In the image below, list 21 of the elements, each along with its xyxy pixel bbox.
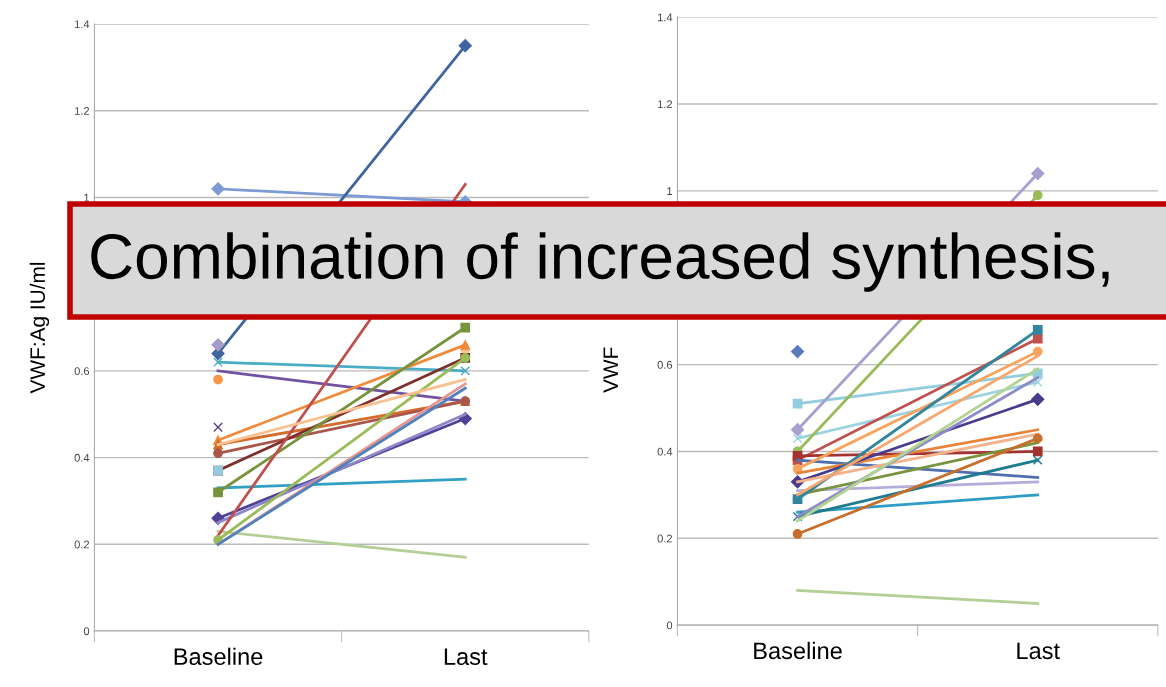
y-tick-label: 1.2	[74, 107, 90, 115]
y-tick-label: 0.2	[657, 534, 673, 543]
y-tick-label: 1.4	[657, 13, 673, 22]
y-axis-title: VWF	[603, 347, 618, 393]
y-tick-label: 0	[666, 621, 673, 630]
y-tick-label: 1	[84, 193, 90, 202]
x-tick-label: Last	[1017, 642, 1060, 660]
x-tick-label: Baseline	[754, 641, 842, 660]
y-tick-label: 1.2	[657, 100, 673, 109]
x-tick-label: Baseline	[174, 647, 263, 666]
y-tick-label: 0.4	[74, 453, 90, 462]
y-tick-label: 0.2	[74, 540, 90, 549]
y-tick-label: 1.4	[74, 20, 90, 29]
x-tick-label: Last	[444, 648, 488, 666]
annotation: Combination of increased synthesis,	[91, 232, 1109, 292]
y-tick-label: 1	[667, 187, 673, 195]
y-tick-label: 0.6	[74, 367, 90, 376]
y-axis-title: VWF:Ag IU/ml	[29, 262, 50, 394]
y-tick-label: 0	[83, 627, 90, 636]
y-tick-label: 0.6	[657, 360, 673, 369]
y-tick-label: 0.4	[657, 447, 673, 456]
